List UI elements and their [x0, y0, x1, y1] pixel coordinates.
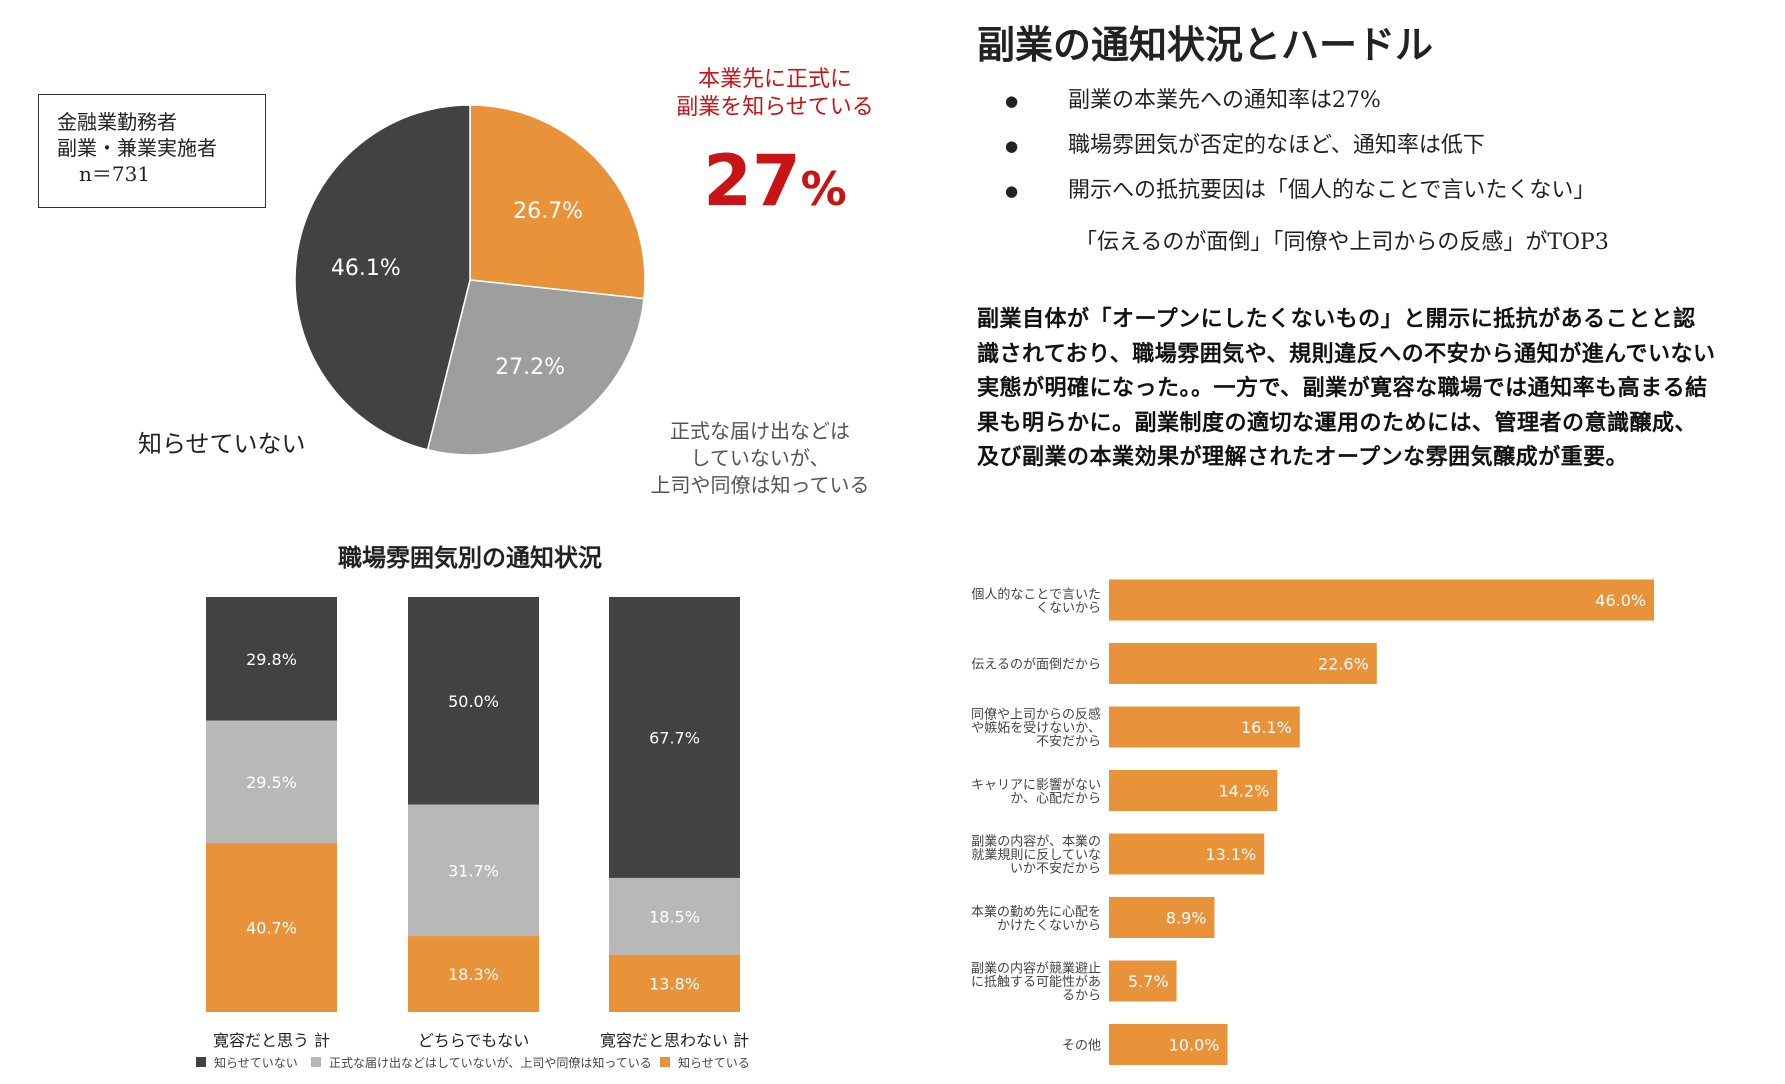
- stack-value-label: 40.7%: [246, 919, 297, 938]
- legend-swatch: [196, 1057, 206, 1067]
- informed-rate: 27%: [640, 140, 910, 222]
- pie-slice-label: 46.1%: [331, 256, 401, 281]
- hbar-category-label: 伝えるのが面倒だから: [971, 658, 1101, 673]
- informal-label-line-1: 正式な届け出などは: [670, 419, 850, 443]
- stack-seg-not-informed: [609, 597, 740, 878]
- hbar-category-label: 副業の内容が、本業の: [971, 834, 1101, 850]
- stack-category-label: 寛容だと思う 計: [213, 1031, 330, 1050]
- hbar-value-label: 16.1%: [1241, 718, 1292, 737]
- pie-slice-not-informed: [294, 104, 471, 451]
- hbar-category-label: 本業の勤め先に心配を: [971, 904, 1101, 920]
- sample-line-2: 副業・兼業実施者: [57, 136, 217, 160]
- stack-seg-informed: [408, 936, 539, 1012]
- not-informed-label: 知らせていない: [138, 430, 306, 458]
- stack-value-label: 67.7%: [649, 728, 700, 747]
- stack-seg-informal: [408, 804, 539, 937]
- notification-pie-chart: 26.7% 27.2% 46.1%: [294, 104, 646, 456]
- hbar-bar: [1109, 833, 1265, 875]
- hbar-category-label: 就業規則に反していな: [971, 847, 1101, 863]
- hbar-bar: [1109, 579, 1655, 621]
- finding-item: 副業の本業先への通知率は27%: [1005, 86, 1595, 116]
- stack-value-label: 18.5%: [649, 907, 700, 926]
- informed-label-line-1: 本業先に正式に: [697, 67, 852, 92]
- pie-slice-label: 27.2%: [495, 355, 565, 380]
- legend-swatch: [311, 1057, 321, 1067]
- informed-label-line-2: 副業を知らせている: [676, 95, 874, 120]
- hbar-bar: [1109, 1024, 1228, 1065]
- sample-box: 金融業勤務者 副業・兼業実施者 n＝731: [38, 94, 266, 208]
- hbar-category-label: くないから: [1036, 601, 1101, 616]
- summary-paragraph: 副業自体が「オープンにしたくないもの」と開示に抵抗があることと認識されており、職…: [977, 306, 1716, 470]
- hbar-value-label: 14.2%: [1218, 782, 1269, 801]
- finding-item: 職場雰囲気が否定的なほど、通知率は低下: [1005, 131, 1595, 161]
- stack-value-label: 13.8%: [649, 974, 700, 993]
- hbar-category-label: いか不安だから: [1010, 862, 1101, 877]
- stack-seg-informal: [609, 877, 740, 955]
- hbar-value-label: 13.1%: [1205, 845, 1256, 864]
- hbar-category-label: かけたくないから: [997, 918, 1101, 933]
- stack-value-label: 18.3%: [448, 965, 499, 984]
- hbar-value-label: 5.7%: [1128, 972, 1169, 991]
- workplace-climate-stacked-chart: 29.8% 29.5% 40.7% 寛容だと思う 計 50.0% 31.7% 18.3% どち…: [196, 597, 750, 1070]
- stack-seg-informal: [206, 720, 337, 844]
- stack-value-label: 29.5%: [246, 773, 297, 792]
- informal-label-line-2: していないが、: [690, 446, 830, 470]
- hbar-bar: [1109, 706, 1300, 748]
- hbar-value-label: 10.0%: [1169, 1036, 1220, 1055]
- hbar-bar: [1109, 770, 1278, 811]
- hbar-category-label: るから: [1062, 989, 1101, 1004]
- hbar-category-label: か、心配だから: [1010, 791, 1101, 806]
- pie-slice-label: 26.7%: [513, 199, 583, 224]
- hbar-category-label: や嫉妬を受けないか、: [971, 721, 1101, 736]
- legend-label: 知らせている: [678, 1056, 750, 1070]
- stacked-chart-title: 職場雰囲気別の通知状況: [338, 543, 602, 572]
- stack-value-label: 31.7%: [448, 861, 499, 880]
- hbar-category-label: その他: [1062, 1039, 1101, 1054]
- hbar-bar: [1109, 643, 1377, 684]
- informal-label: 正式な届け出などは していないが、 上司や同僚は知っている: [620, 418, 900, 499]
- hbar-value-label: 8.9%: [1166, 909, 1207, 928]
- hbar-category-label: 同僚や上司からの反感: [971, 707, 1101, 723]
- hbar-category-label: キャリアに影響がない: [971, 777, 1101, 793]
- informal-label-line-3: 上司や同僚は知っている: [650, 473, 870, 497]
- finding-item-continuation: 「伝えるのが面倒」「同僚や上司からの反感」がTOP3: [1075, 230, 1609, 255]
- legend-label: 知らせていない: [214, 1056, 298, 1070]
- pie-slice-informed: [469, 104, 646, 300]
- hbar-category-label: 不安だから: [1036, 735, 1101, 750]
- stack-seg-informed: [206, 843, 337, 1012]
- informed-rate-unit: %: [800, 162, 847, 216]
- legend-label: 正式な届け出などはしていないが、上司や同僚は知っている: [329, 1055, 652, 1070]
- key-findings-list: 副業の本業先への通知率は27% 職場雰囲気が否定的なほど、通知率は低下 開示への…: [1005, 86, 1595, 221]
- legend-swatch: [660, 1057, 670, 1067]
- sample-line-1: 金融業勤務者: [57, 110, 177, 134]
- sample-size: n＝731: [79, 162, 151, 186]
- finding-item: 開示への抵抗要因は「個人的なことで言いたくない」: [1005, 176, 1595, 206]
- informed-rate-value: 27: [703, 140, 801, 222]
- hbar-value-label: 22.6%: [1318, 655, 1369, 674]
- informed-label: 本業先に正式に 副業を知らせている: [640, 66, 910, 122]
- stack-seg-informed: [609, 954, 740, 1012]
- stack-seg-not-informed: [408, 597, 539, 805]
- hbar-category-label: 個人的なことで言いた: [971, 586, 1101, 602]
- hbar-bar: [1109, 897, 1215, 938]
- pie-slice-informal: [426, 279, 645, 456]
- hbar-category-label: に抵触する可能性があ: [971, 975, 1101, 990]
- hbar-category-label: 副業の内容が競業避止: [971, 961, 1101, 977]
- hbar-value-label: 46.0%: [1595, 591, 1646, 610]
- stack-value-label: 29.8%: [246, 650, 297, 669]
- hbar-bar: [1109, 960, 1177, 1002]
- stack-category-label: どちらでもない: [418, 1031, 530, 1050]
- page-title: 副業の通知状況とハードル: [977, 22, 1434, 67]
- stack-seg-not-informed: [206, 597, 337, 721]
- stack-value-label: 50.0%: [448, 692, 499, 711]
- stack-category-label: 寛容だと思わない 計: [600, 1031, 749, 1050]
